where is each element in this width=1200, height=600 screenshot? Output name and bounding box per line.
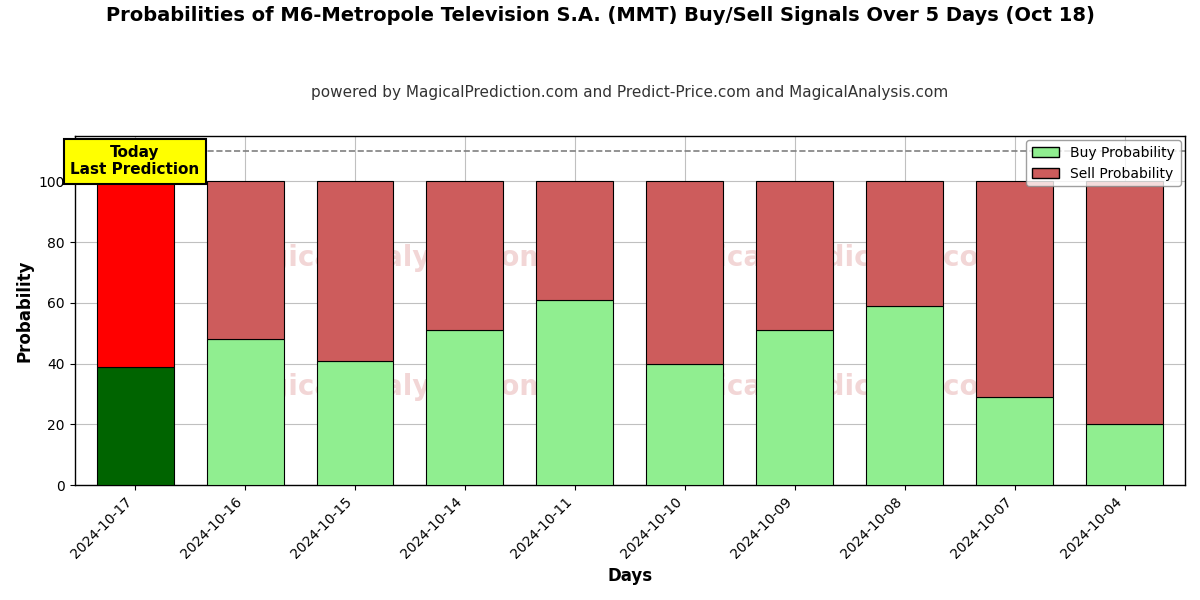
Bar [536, 181, 613, 300]
Bar [1086, 181, 1163, 424]
Bar [426, 181, 504, 330]
Bar [536, 300, 613, 485]
Bar [206, 340, 283, 485]
Legend: Buy Probability, Sell Probability: Buy Probability, Sell Probability [1026, 140, 1181, 186]
Y-axis label: Probability: Probability [16, 259, 34, 362]
Text: MagicalPrediction.com: MagicalPrediction.com [652, 244, 1008, 272]
Bar [976, 181, 1054, 397]
Text: MagicalAnalysis.com: MagicalAnalysis.com [222, 244, 548, 272]
Text: Today
Last Prediction: Today Last Prediction [71, 145, 199, 178]
Bar [206, 181, 283, 340]
X-axis label: Days: Days [607, 567, 653, 585]
Bar [756, 330, 833, 485]
Bar [317, 181, 394, 361]
Bar [426, 330, 504, 485]
Bar [647, 364, 724, 485]
Bar [97, 367, 174, 485]
Bar [756, 181, 833, 330]
Title: powered by MagicalPrediction.com and Predict-Price.com and MagicalAnalysis.com: powered by MagicalPrediction.com and Pre… [311, 85, 948, 100]
Text: MagicalPrediction.com: MagicalPrediction.com [652, 373, 1008, 401]
Bar [97, 181, 174, 367]
Bar [866, 181, 943, 306]
Bar [317, 361, 394, 485]
Bar [866, 306, 943, 485]
Bar [647, 181, 724, 364]
Text: Probabilities of M6-Metropole Television S.A. (MMT) Buy/Sell Signals Over 5 Days: Probabilities of M6-Metropole Television… [106, 6, 1094, 25]
Text: MagicalAnalysis.com: MagicalAnalysis.com [222, 373, 548, 401]
Bar [1086, 424, 1163, 485]
Bar [976, 397, 1054, 485]
